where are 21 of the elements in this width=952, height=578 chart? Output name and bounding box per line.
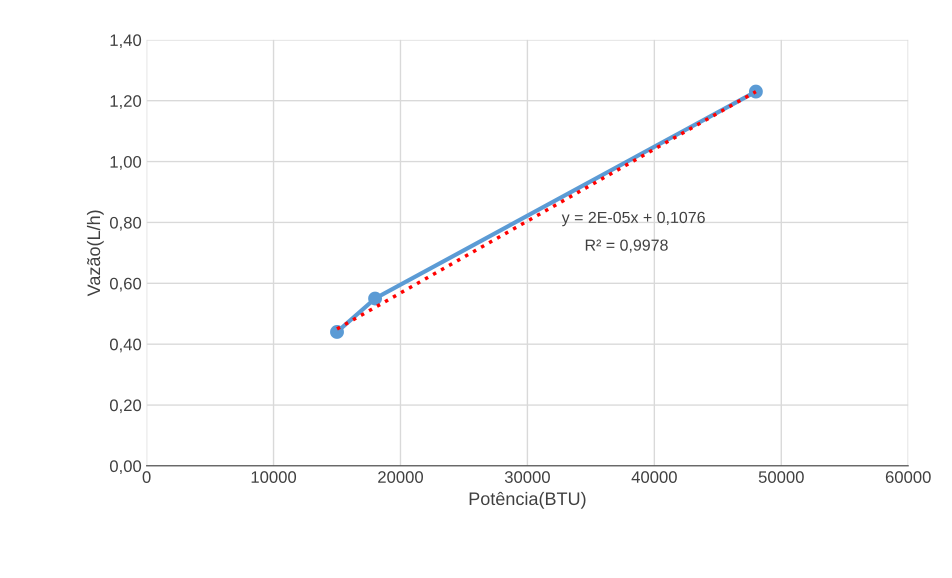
point	[368, 292, 382, 306]
y-tick-label: 1,00	[110, 156, 142, 170]
y-tick-label: 0,00	[110, 460, 142, 474]
x-tick-label: 60000	[886, 471, 931, 483]
y-tick-label: 0,40	[110, 338, 142, 352]
x-tick-label: 50000	[758, 471, 804, 483]
y-tick-label: 0,80	[110, 216, 142, 231]
annotation: R² = 0,9978	[586, 239, 668, 253]
x-axis-title: Potência(BTU)	[470, 492, 586, 509]
x-tick-label: 0	[142, 471, 151, 483]
y-tick-label: 1,20	[110, 95, 142, 109]
y-tick-label: 0,60	[110, 278, 142, 292]
x-tick-label: 20000	[378, 471, 423, 483]
y-tick-label: 0,20	[110, 399, 142, 414]
annotation: y = 2E-05x + 0,1076	[562, 212, 705, 226]
point	[748, 84, 763, 99]
x-tick-label: 40000	[632, 471, 677, 483]
y-tick-label: 1,40	[110, 34, 142, 48]
y-axis-title: Vazão(L/h)	[86, 210, 104, 296]
x-tick-label: 10000	[252, 471, 296, 483]
x-tick-label: 30000	[504, 471, 550, 483]
